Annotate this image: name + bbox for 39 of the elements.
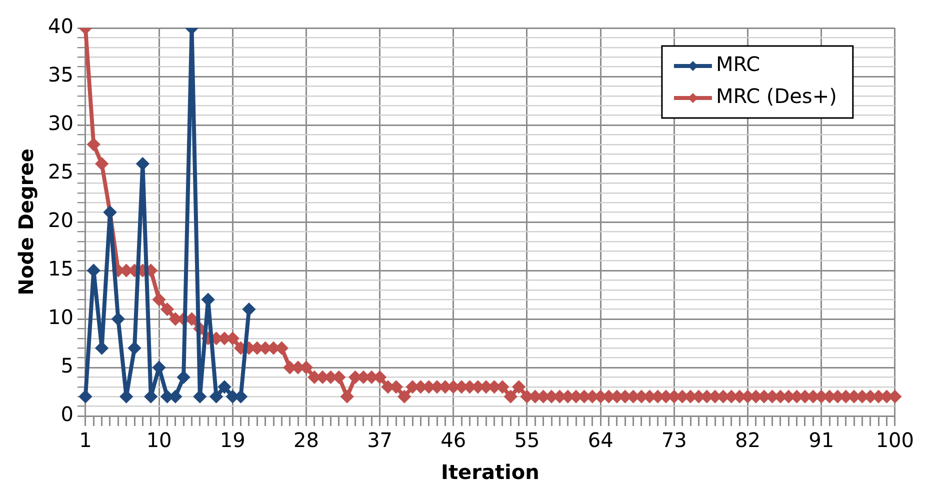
x-tick-label: 10 bbox=[146, 428, 172, 452]
y-tick-label: 35 bbox=[48, 62, 74, 87]
x-tick-label: 91 bbox=[808, 428, 834, 452]
point bbox=[202, 294, 214, 306]
y-tick-label: 0 bbox=[60, 402, 74, 426]
point bbox=[144, 390, 157, 403]
y-tick-label: 5 bbox=[60, 354, 74, 378]
y-tick-label: 25 bbox=[48, 160, 74, 184]
y-tick-label: 10 bbox=[48, 305, 74, 330]
x-tick-label: 82 bbox=[735, 428, 760, 452]
x-tick-label: 64 bbox=[588, 428, 614, 452]
legend-label: MRC bbox=[716, 52, 760, 76]
point bbox=[79, 390, 92, 403]
point bbox=[194, 390, 206, 403]
point bbox=[210, 390, 222, 403]
y-tick-label: 30 bbox=[48, 111, 74, 136]
x-tick-label: 28 bbox=[293, 428, 319, 452]
x-tick-label: 100 bbox=[876, 428, 914, 452]
point bbox=[136, 158, 149, 170]
x-tick-label: 1 bbox=[79, 428, 92, 452]
y-tick-label: 15 bbox=[48, 256, 74, 281]
point bbox=[218, 380, 230, 393]
x-tick-label: 46 bbox=[440, 428, 466, 452]
x-tick-label: 73 bbox=[661, 428, 687, 452]
point bbox=[112, 313, 124, 325]
y-tick-label: 40 bbox=[48, 14, 74, 38]
point bbox=[178, 371, 190, 384]
point bbox=[96, 342, 108, 354]
x-tick-label: 55 bbox=[514, 428, 540, 452]
point bbox=[242, 303, 255, 316]
point bbox=[128, 342, 141, 354]
x-axis-title: Iteration bbox=[441, 460, 540, 484]
x-tick-label: 19 bbox=[220, 428, 246, 452]
x-tick-label: 37 bbox=[367, 428, 393, 452]
legend-label: MRC (Des+) bbox=[716, 84, 837, 108]
y-tick-label: 20 bbox=[48, 208, 74, 232]
point bbox=[120, 390, 132, 403]
y-axis-title: Node Degree bbox=[14, 148, 38, 296]
point bbox=[88, 264, 100, 276]
